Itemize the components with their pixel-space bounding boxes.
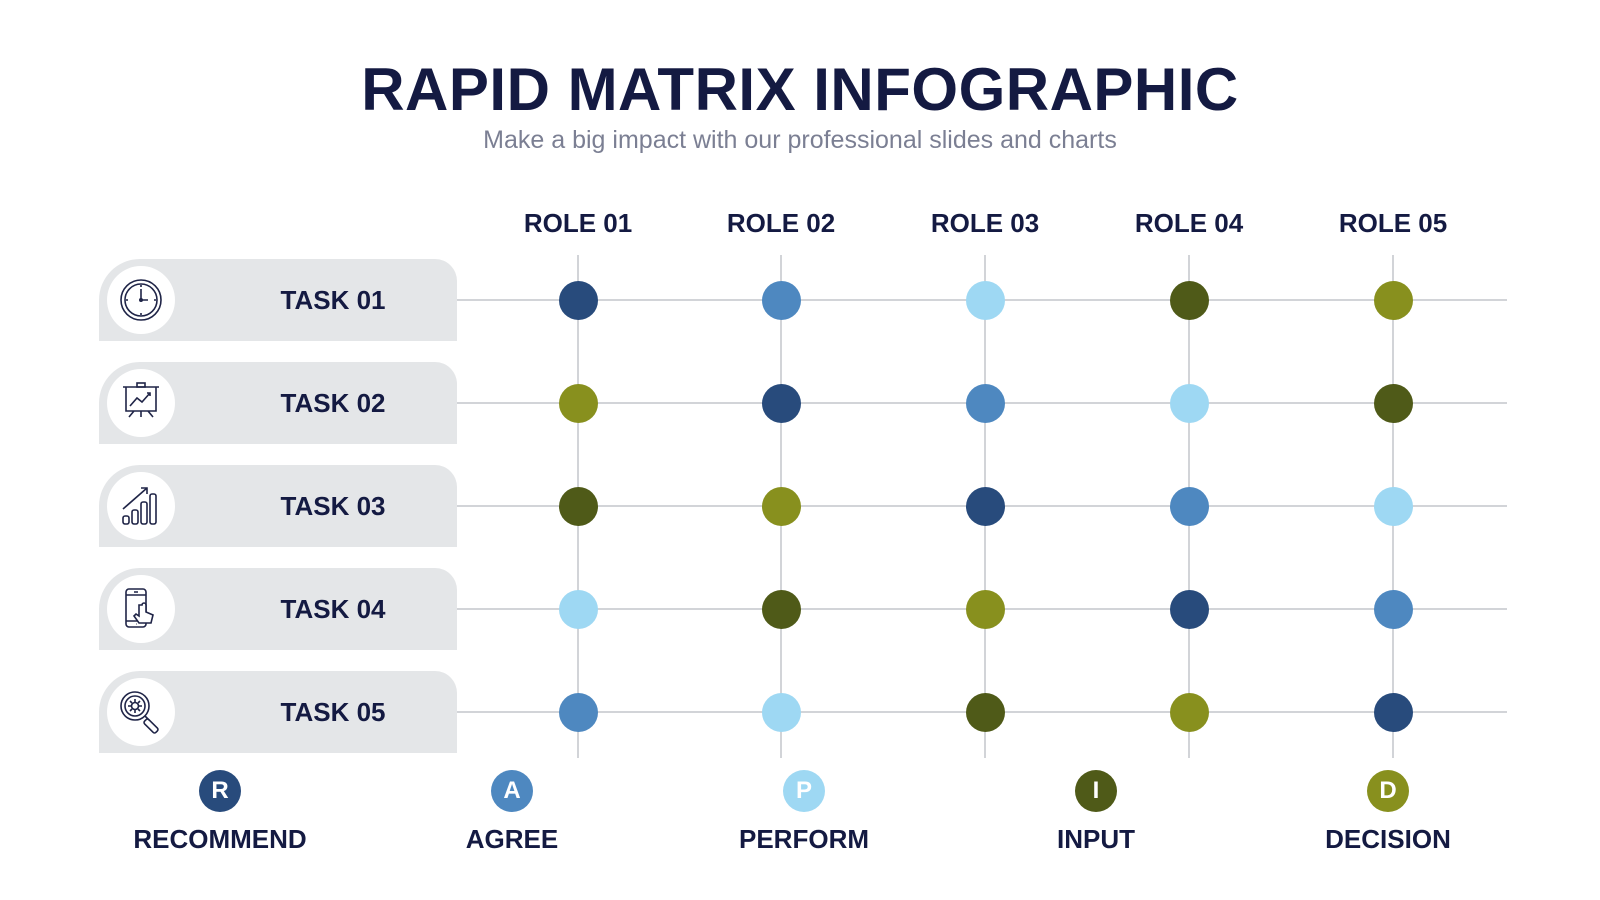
task-card-5: TASK 05 — [99, 671, 457, 753]
task-label: TASK 05 — [280, 697, 386, 727]
task-label: TASK 01 — [280, 285, 386, 315]
matrix-dot-task2-role5 — [1373, 383, 1413, 423]
presentation-board-icon — [107, 369, 175, 437]
legend-item-recommend: R RECOMMEND — [100, 770, 340, 855]
legend-label: INPUT — [1057, 824, 1135, 854]
page-title: RAPID MATRIX INFOGRAPHIC — [361, 56, 1239, 123]
role-header-4: ROLE 04 — [1134, 208, 1244, 238]
legend-label: DECISION — [1325, 824, 1451, 854]
legend-letter-badge: P — [783, 770, 825, 812]
legend-letter-badge: A — [491, 770, 533, 812]
role-header-1: ROLE 01 — [523, 208, 633, 238]
legend-item-perform: P PERFORM — [684, 770, 924, 855]
task-card-4: TASK 04 — [99, 568, 457, 650]
matrix-dot-task2-role3 — [965, 383, 1005, 423]
matrix-dot-task3-role2 — [761, 486, 801, 526]
clock-icon — [107, 266, 175, 334]
matrix-dot-task1-role1 — [558, 280, 598, 320]
legend-label: AGREE — [465, 824, 559, 854]
matrix-dot-task1-role2 — [761, 280, 801, 320]
matrix-dot-task1-role3 — [965, 280, 1005, 320]
matrix-dot-task5-role4 — [1169, 692, 1209, 732]
matrix-dot-task3-role5 — [1373, 486, 1413, 526]
matrix-dot-task4-role1 — [558, 589, 598, 629]
matrix-dot-task1-role4 — [1169, 280, 1209, 320]
matrix-dot-task5-role3 — [965, 692, 1005, 732]
matrix-dot-task5-role2 — [761, 692, 801, 732]
role-header-2: ROLE 02 — [726, 208, 836, 238]
matrix-dot-task2-role4 — [1169, 383, 1209, 423]
task-label: TASK 04 — [280, 594, 386, 624]
matrix-dot-task4-role3 — [965, 589, 1005, 629]
legend-letter-badge: R — [199, 770, 241, 812]
matrix-dot-task4-role2 — [761, 589, 801, 629]
legend-letter-badge: D — [1367, 770, 1409, 812]
matrix-dot-task5-role5 — [1373, 692, 1413, 732]
page-subtitle: Make a big impact with our professional … — [483, 126, 1117, 154]
task-card-1: TASK 01 — [99, 259, 457, 341]
legend-letter-badge: I — [1075, 770, 1117, 812]
task-card-3: TASK 03 — [99, 465, 457, 547]
matrix-dot-task1-role5 — [1373, 280, 1413, 320]
matrix-dot-task3-role4 — [1169, 486, 1209, 526]
matrix-dot-task4-role4 — [1169, 589, 1209, 629]
task-label: TASK 03 — [280, 491, 386, 521]
legend-item-input: I INPUT — [976, 770, 1216, 855]
matrix-dot-task2-role2 — [761, 383, 801, 423]
task-card-2: TASK 02 — [99, 362, 457, 444]
legend-item-decision: D DECISION — [1268, 770, 1508, 855]
role-header-3: ROLE 03 — [930, 208, 1040, 238]
task-label: TASK 02 — [280, 388, 386, 418]
role-header-5: ROLE 05 — [1338, 208, 1448, 238]
matrix-dot-task3-role3 — [965, 486, 1005, 526]
magnifier-gear-icon — [107, 678, 175, 746]
legend-label: RECOMMEND — [133, 824, 307, 854]
matrix-dot-task4-role5 — [1373, 589, 1413, 629]
matrix-dot-task3-role1 — [558, 486, 598, 526]
matrix-dot-task2-role1 — [558, 383, 598, 423]
growth-chart-icon — [107, 472, 175, 540]
smartphone-touch-icon — [107, 575, 175, 643]
matrix-dot-task5-role1 — [558, 692, 598, 732]
legend-label: PERFORM — [739, 824, 869, 854]
legend-item-agree: A AGREE — [392, 770, 632, 855]
